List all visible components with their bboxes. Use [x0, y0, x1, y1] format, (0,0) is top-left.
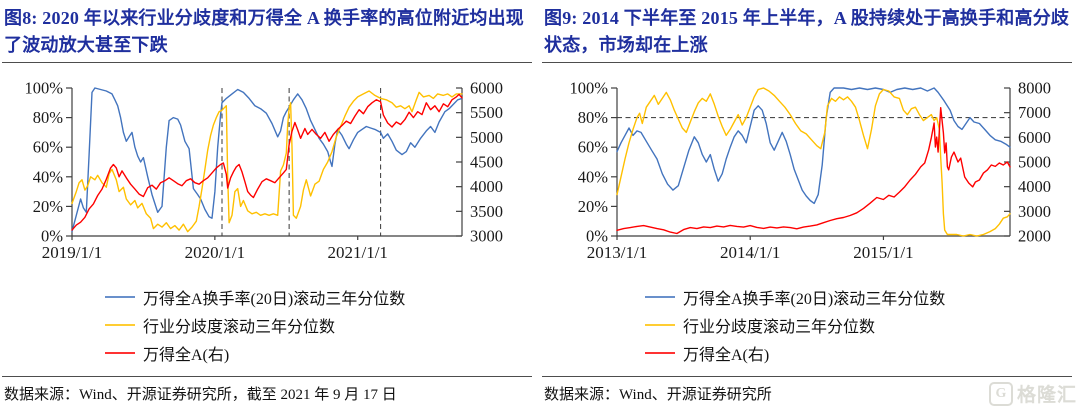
- legend-item: 行业分歧度滚动三年分位数: [645, 311, 945, 339]
- legend-item: 万得全A换手率(20日)滚动三年分位数: [645, 283, 945, 311]
- svg-text:0%: 0%: [41, 227, 63, 246]
- svg-text:5000: 5000: [1018, 153, 1051, 172]
- svg-text:3500: 3500: [470, 202, 503, 221]
- svg-text:2015/1/1: 2015/1/1: [853, 243, 913, 262]
- figure-8-source-note: 数据来源：Wind、开源证券研究所，截至 2021 年 9 月 17 日: [4, 387, 397, 403]
- svg-text:2020/1/1: 2020/1/1: [185, 243, 245, 262]
- legend-line-swatch: [645, 296, 675, 298]
- svg-text:80%: 80%: [33, 108, 64, 127]
- svg-text:3000: 3000: [1018, 202, 1051, 221]
- legend-item: 行业分歧度滚动三年分位数: [105, 311, 405, 339]
- svg-text:5000: 5000: [470, 128, 503, 147]
- legend-line-swatch: [105, 324, 135, 326]
- svg-text:40%: 40%: [33, 167, 64, 186]
- svg-text:20%: 20%: [33, 197, 64, 216]
- svg-text:2014/1/1: 2014/1/1: [720, 243, 780, 262]
- figure-9-source-rule: [542, 376, 1072, 377]
- svg-text:4000: 4000: [470, 177, 503, 196]
- figure-9-legend: 万得全A换手率(20日)滚动三年分位数 行业分歧度滚动三年分位数 万得全A(右): [645, 283, 945, 367]
- svg-text:80%: 80%: [578, 108, 609, 127]
- figure-9-title-rule: [542, 62, 1072, 63]
- svg-text:0%: 0%: [586, 227, 608, 246]
- legend-line-swatch: [645, 352, 675, 354]
- gelonghui-logo-icon: G: [988, 381, 1013, 406]
- svg-text:40%: 40%: [578, 167, 609, 186]
- svg-text:6000: 6000: [470, 79, 503, 98]
- svg-text:60%: 60%: [33, 138, 64, 157]
- legend-item: 万得全A(右): [105, 339, 405, 367]
- svg-text:8000: 8000: [1018, 79, 1051, 98]
- svg-text:5500: 5500: [470, 103, 503, 122]
- legend-label: 万得全A换手率(20日)滚动三年分位数: [683, 291, 946, 308]
- figure-9-panel: 图9: 2014 下半年至 2015 年上半年，A 股持续处于高换手和高分歧状态…: [540, 0, 1080, 410]
- svg-text:2021/1/1: 2021/1/1: [327, 243, 387, 262]
- svg-text:100%: 100%: [25, 79, 64, 98]
- svg-text:2000: 2000: [1018, 227, 1051, 246]
- legend-line-swatch: [105, 352, 135, 354]
- figure-9-title: 图9: 2014 下半年至 2015 年上半年，A 股持续处于高换手和高分歧状态…: [544, 8, 1070, 55]
- figure-8-title: 图8: 2020 年以来行业分歧度和万得全 A 换手率的高位附近均出现了波动放大…: [4, 8, 524, 55]
- svg-text:4500: 4500: [470, 153, 503, 172]
- legend-label: 万得全A(右): [683, 347, 770, 364]
- svg-text:2013/1/1: 2013/1/1: [587, 243, 647, 262]
- gelonghui-watermark: G 格隆汇: [988, 380, 1077, 407]
- svg-text:100%: 100%: [570, 79, 609, 98]
- legend-item: 万得全A换手率(20日)滚动三年分位数: [105, 283, 405, 311]
- svg-text:20%: 20%: [578, 197, 609, 216]
- svg-text:6000: 6000: [1018, 128, 1051, 147]
- legend-label: 万得全A(右): [143, 347, 230, 364]
- legend-label: 行业分歧度滚动三年分位数: [143, 319, 336, 336]
- figure-8-panel: 图8: 2020 年以来行业分歧度和万得全 A 换手率的高位附近均出现了波动放大…: [2, 8, 532, 403]
- legend-label: 行业分歧度滚动三年分位数: [683, 319, 876, 336]
- svg-text:4000: 4000: [1018, 177, 1051, 196]
- legend-line-swatch: [105, 296, 135, 298]
- legend-line-swatch: [645, 324, 675, 326]
- svg-text:7000: 7000: [1018, 103, 1051, 122]
- gelonghui-logo-text: 格隆汇: [1016, 385, 1077, 406]
- svg-text:3000: 3000: [470, 227, 503, 246]
- figure-8-title-rule: [2, 62, 532, 63]
- figure-8-legend: 万得全A换手率(20日)滚动三年分位数 行业分歧度滚动三年分位数 万得全A(右): [105, 283, 405, 367]
- legend-label: 万得全A换手率(20日)滚动三年分位数: [143, 291, 406, 308]
- svg-text:2019/1/1: 2019/1/1: [42, 243, 102, 262]
- figure-9-source-note: 数据来源：Wind、开源证券研究所: [544, 387, 772, 403]
- figure-9-chart: 0% 20% 40% 60% 80% 100% 2000 3000 4000 5000 6000 70…: [570, 79, 1052, 263]
- legend-item: 万得全A(右): [645, 339, 945, 367]
- figure-8-chart: 0% 20% 40% 60% 80% 100% 3000 3500 4000 4500 5000 55…: [25, 79, 504, 263]
- svg-text:60%: 60%: [578, 138, 609, 157]
- figure-8-source-rule: [2, 376, 532, 377]
